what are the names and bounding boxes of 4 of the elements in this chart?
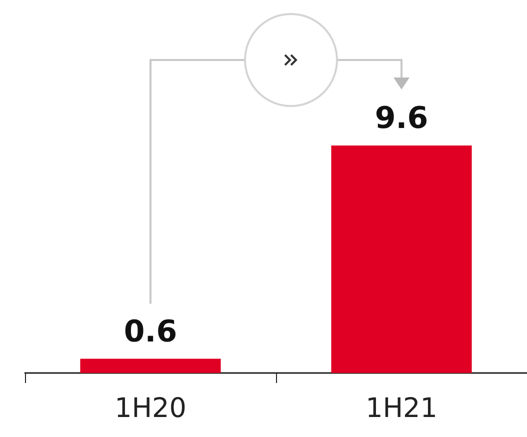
x-tick-label: 1H21 [366,393,438,424]
x-tick-label: 1H20 [114,393,186,424]
data-label: 0.6 [124,314,178,350]
data-label: 9.6 [374,101,428,136]
